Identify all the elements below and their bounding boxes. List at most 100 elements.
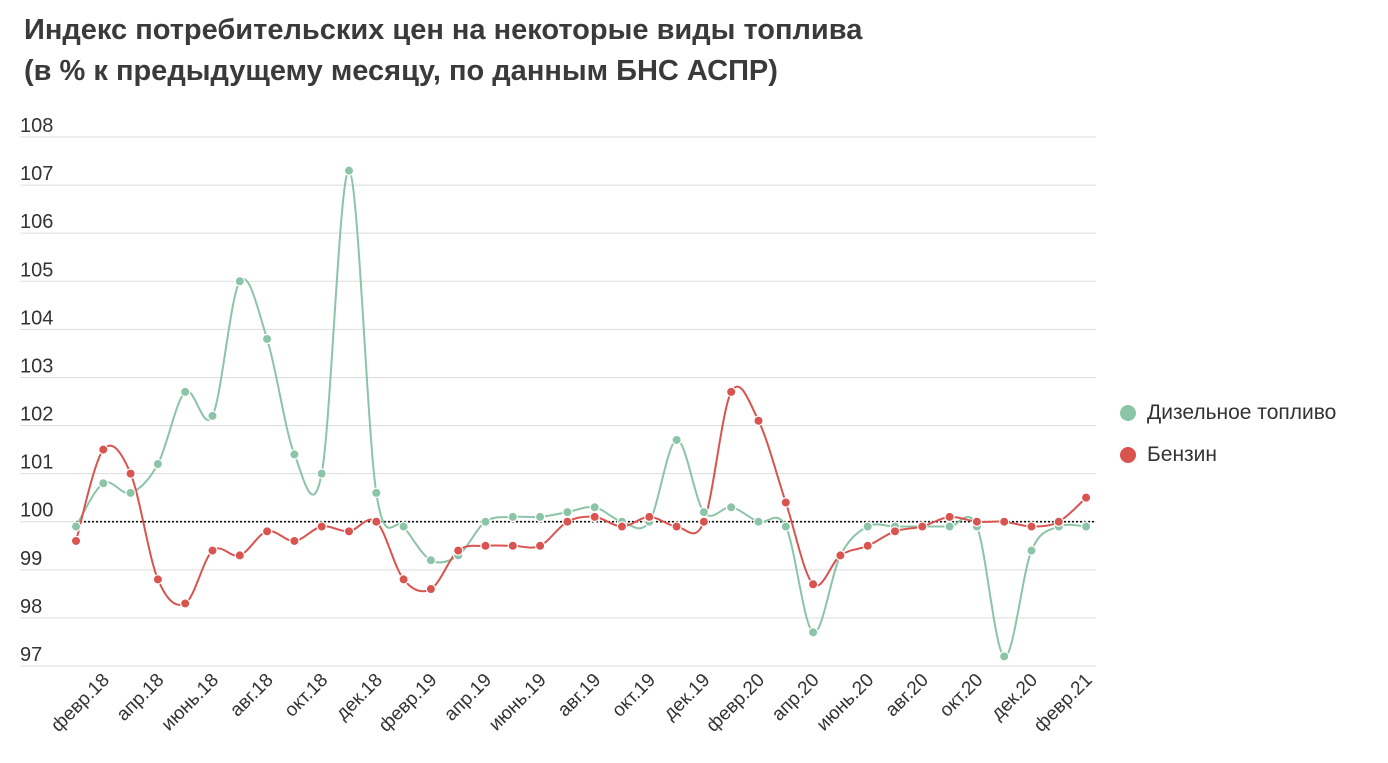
- point-gasoline-11: [371, 516, 382, 527]
- point-gasoline-14: [453, 545, 464, 556]
- point-gasoline-20: [616, 521, 628, 532]
- point-diesel-19: [589, 502, 600, 513]
- series-line-diesel: [75, 169, 1087, 658]
- point-gasoline-26: [780, 497, 792, 508]
- point-diesel-18: [562, 506, 573, 518]
- x-tick-label-9: авг.19: [554, 670, 605, 721]
- point-diesel-26: [780, 521, 792, 532]
- x-tick-label-4: окт.18: [281, 670, 333, 722]
- legend-marker-gasoline: [1120, 447, 1136, 463]
- point-gasoline-37: [1080, 492, 1092, 503]
- point-diesel-6: [234, 276, 245, 287]
- x-tick-label-14: июнь.20: [813, 670, 879, 736]
- x-tick-label-15: авг.20: [881, 670, 932, 721]
- point-gasoline-2: [125, 468, 136, 479]
- point-diesel-9: [316, 468, 327, 479]
- point-gasoline-31: [917, 521, 928, 532]
- point-diesel-1: [98, 478, 109, 489]
- point-gasoline-28: [835, 550, 846, 561]
- point-diesel-8: [289, 449, 300, 460]
- y-tick-label-108: 108: [20, 115, 53, 137]
- point-gasoline-3: [152, 574, 164, 585]
- point-diesel-24: [726, 502, 737, 513]
- point-diesel-10: [343, 165, 355, 176]
- point-gasoline-34: [999, 516, 1010, 527]
- legend-item-gasoline[interactable]: Бензин: [1120, 434, 1336, 476]
- x-tick-label-2: июнь.18: [158, 670, 224, 736]
- x-tick-label-6: февр.19: [375, 670, 442, 737]
- point-gasoline-17: [534, 540, 546, 551]
- point-gasoline-25: [753, 415, 764, 426]
- point-gasoline-0: [70, 535, 82, 547]
- y-tick-label-100: 100: [20, 500, 53, 522]
- x-tick-label-10: окт.19: [608, 670, 660, 722]
- point-gasoline-29: [862, 540, 873, 551]
- point-gasoline-21: [644, 511, 655, 523]
- point-gasoline-9: [316, 521, 327, 532]
- point-diesel-13: [425, 555, 437, 566]
- point-gasoline-32: [944, 511, 955, 523]
- point-gasoline-13: [425, 583, 437, 595]
- y-tick-label-104: 104: [20, 307, 53, 329]
- chart-legend: Дизельное топливо Бензин: [1120, 392, 1336, 476]
- point-gasoline-27: [807, 579, 819, 590]
- point-gasoline-16: [507, 540, 518, 551]
- y-tick-label-103: 103: [20, 355, 53, 377]
- y-tick-label-107: 107: [20, 163, 53, 185]
- chart-title-block: Индекс потребительских цен на некоторые …: [24, 10, 862, 92]
- point-gasoline-8: [289, 535, 300, 547]
- legend-label-gasoline: Бензин: [1147, 443, 1218, 466]
- point-diesel-37: [1080, 521, 1092, 532]
- y-tick-label-98: 98: [20, 596, 42, 618]
- point-diesel-23: [698, 506, 710, 518]
- point-gasoline-7: [261, 526, 273, 537]
- x-tick-label-3: авг.18: [226, 670, 277, 721]
- x-tick-label-11: дек.19: [660, 670, 715, 725]
- legend-marker-diesel: [1120, 405, 1136, 421]
- point-diesel-32: [944, 521, 955, 532]
- y-tick-label-102: 102: [20, 404, 53, 426]
- point-diesel-16: [507, 511, 518, 523]
- point-diesel-4: [179, 386, 191, 398]
- point-diesel-17: [534, 511, 546, 523]
- point-gasoline-12: [398, 574, 409, 585]
- point-diesel-27: [807, 627, 819, 638]
- point-diesel-29: [862, 521, 873, 532]
- point-gasoline-35: [1026, 521, 1037, 532]
- x-tick-label-0: февр.18: [47, 670, 114, 737]
- point-gasoline-1: [98, 444, 109, 455]
- point-gasoline-23: [698, 516, 710, 527]
- point-gasoline-10: [343, 526, 355, 537]
- legend-item-diesel[interactable]: Дизельное топливо: [1120, 392, 1336, 434]
- point-gasoline-4: [179, 598, 191, 609]
- x-tick-label-8: июнь.19: [485, 670, 551, 736]
- x-tick-label-17: дек.20: [987, 670, 1042, 725]
- point-diesel-25: [753, 516, 764, 527]
- point-gasoline-24: [726, 386, 737, 398]
- point-diesel-34: [999, 651, 1010, 662]
- point-diesel-11: [371, 487, 382, 499]
- y-tick-label-106: 106: [20, 211, 53, 233]
- legend-label-diesel: Дизельное топливо: [1147, 401, 1337, 424]
- point-gasoline-18: [562, 516, 573, 527]
- point-gasoline-6: [234, 550, 245, 561]
- point-gasoline-15: [480, 540, 491, 551]
- point-diesel-15: [480, 516, 491, 527]
- point-gasoline-33: [971, 516, 983, 527]
- chart-title: Индекс потребительских цен на некоторые …: [24, 14, 863, 46]
- point-diesel-2: [125, 487, 136, 499]
- series-line-gasoline: [75, 385, 1087, 606]
- y-tick-label-105: 105: [20, 259, 53, 281]
- y-tick-label-101: 101: [20, 452, 53, 474]
- point-diesel-0: [70, 521, 82, 532]
- point-diesel-3: [152, 458, 164, 470]
- x-tick-label-18: февр.21: [1030, 670, 1097, 737]
- point-diesel-35: [1026, 545, 1037, 556]
- y-tick-label-99: 99: [20, 548, 42, 570]
- point-gasoline-36: [1053, 516, 1065, 527]
- point-diesel-22: [671, 434, 682, 446]
- x-tick-label-12: февр.20: [702, 670, 769, 737]
- point-diesel-12: [398, 521, 409, 532]
- point-gasoline-19: [589, 511, 600, 523]
